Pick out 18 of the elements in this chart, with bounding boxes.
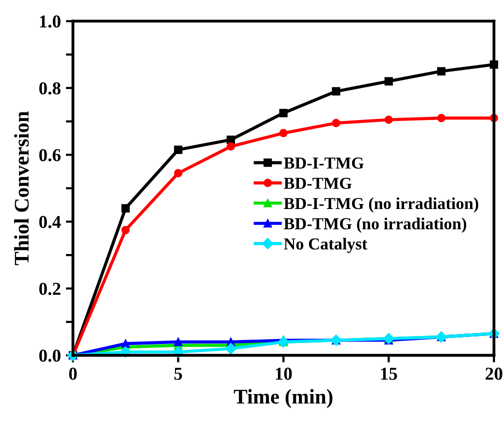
x-tick-label: 15: [381, 368, 398, 380]
y-tick-label: 0.0: [39, 350, 60, 362]
x-tick-label: 20: [486, 368, 502, 380]
y-tick-label: 1.0: [40, 15, 60, 28]
x-tick-label: 5: [174, 368, 182, 380]
legend-label: BD-TMG (no irradiation): [284, 218, 466, 233]
y-axis-title: Thiol Conversion: [14, 111, 29, 266]
x-axis-title: Time (min): [234, 389, 332, 408]
y-tick-label: 0.4: [39, 216, 61, 228]
legend-label: BD-TMG: [284, 178, 352, 189]
legend-label: No Catalyst: [284, 238, 368, 254]
x-tick-label: 10: [276, 368, 292, 380]
y-tick-label: 0.2: [39, 282, 60, 296]
legend-label: BD-I-TMG: [284, 158, 364, 169]
legend-label: BD-I-TMG (no irradiation): [284, 197, 478, 213]
y-tick-label: 0.6: [39, 149, 61, 162]
y-tick-label: 0.8: [39, 82, 61, 95]
x-tick-label: 0: [69, 368, 77, 380]
